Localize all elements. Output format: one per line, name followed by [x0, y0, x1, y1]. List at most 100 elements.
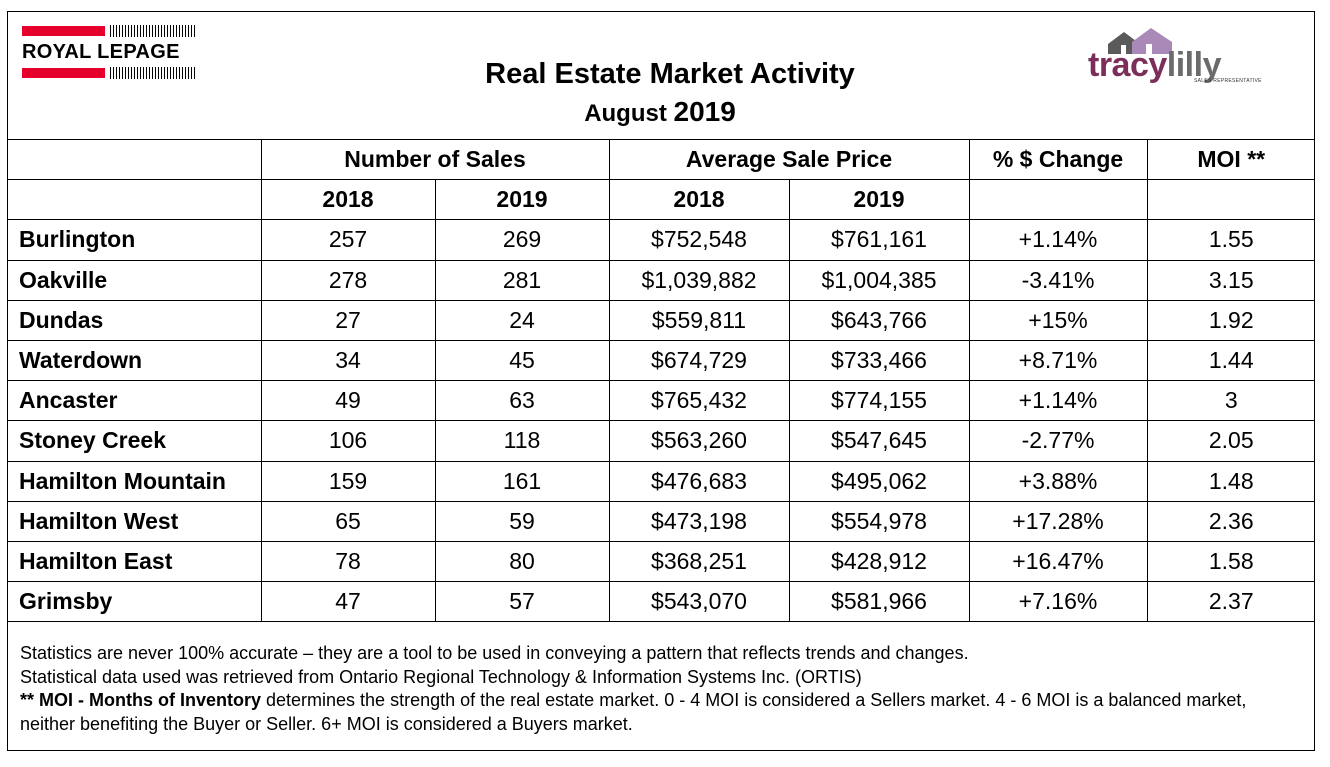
header-price-2018: 2018 [608, 179, 790, 221]
sales-2019-cell: 59 [434, 500, 610, 542]
logo-text: ROYAL LEPAGE [22, 41, 180, 63]
table-row: Stoney Creek 106 118 $563,260 $547,645 -2.77%… [7, 420, 1315, 462]
location-cell: Grimsby [7, 581, 262, 623]
change-cell: +17.28% [968, 500, 1148, 542]
sales-2019-cell: 57 [434, 581, 610, 623]
location-cell: Hamilton West [7, 500, 262, 542]
empty-header-cell [1146, 179, 1315, 221]
house-icon [1108, 28, 1172, 54]
table-row: Dundas 27 24 $559,811 $643,766 +15% 1.92 [7, 299, 1315, 341]
moi-cell: 1.44 [1146, 339, 1315, 382]
note-source: Statistical data used was retrieved from… [20, 666, 862, 687]
sales-2018-cell: 34 [260, 339, 436, 382]
footnotes: Statistics are never 100% accurate – the… [20, 642, 1300, 736]
sales-2018-cell: 27 [260, 299, 436, 341]
location-cell: Dundas [7, 299, 262, 341]
subtitle-month: August [584, 100, 667, 127]
empty-header-cell [968, 179, 1148, 221]
moi-cell: 1.92 [1146, 299, 1315, 341]
sales-2019-cell: 161 [434, 460, 610, 502]
subtitle-year: 2019 [673, 96, 736, 127]
price-2018-cell: $765,432 [608, 380, 790, 422]
price-2019-cell: $761,161 [788, 219, 970, 261]
sales-2018-cell: 278 [260, 259, 436, 301]
location-cell: Hamilton Mountain [7, 460, 262, 502]
sales-2019-cell: 24 [434, 299, 610, 341]
empty-header-cell [7, 138, 262, 181]
location-cell: Hamilton East [7, 540, 262, 583]
page-subtitle: August 2019 [460, 96, 860, 128]
wordmark-part2: lilly [1166, 46, 1222, 84]
royal-lepage-logo: ROYAL LEPAGE [22, 24, 197, 82]
change-cell: +7.16% [968, 581, 1148, 623]
location-cell: Oakville [7, 259, 262, 301]
table-row: Oakville 278 281 $1,039,882 $1,004,385 -3.41%… [7, 259, 1315, 301]
price-2018-cell: $563,260 [608, 420, 790, 462]
moi-cell: 1.55 [1146, 219, 1315, 261]
group-header-row: Number of Sales Average Sale Price % $ C… [7, 138, 1315, 181]
page-title: Real Estate Market Activity [485, 58, 855, 90]
price-2019-cell: $495,062 [788, 460, 970, 502]
moi-cell: 3 [1146, 380, 1315, 422]
table-row: Hamilton East 78 80 $368,251 $428,912 +16.47%… [7, 540, 1315, 583]
header-moi: MOI ** [1146, 138, 1315, 181]
table-row: Grimsby 47 57 $543,070 $581,966 +7.16% 2.37 [7, 581, 1315, 623]
table-row: Hamilton West 65 59 $473,198 $554,978 +17.28%… [7, 500, 1315, 542]
note-moi: ** MOI - Months of Inventory determines … [20, 689, 1300, 736]
location-cell: Waterdown [7, 339, 262, 382]
price-2018-cell: $473,198 [608, 500, 790, 542]
location-cell: Burlington [7, 219, 262, 261]
moi-cell: 2.05 [1146, 420, 1315, 462]
sales-2019-cell: 80 [434, 540, 610, 583]
table-row: Hamilton Mountain 159 161 $476,683 $495,062 +… [7, 460, 1315, 502]
logo-stripes [110, 67, 196, 79]
sales-2019-cell: 45 [434, 339, 610, 382]
price-2018-cell: $752,548 [608, 219, 790, 261]
price-2019-cell: $733,466 [788, 339, 970, 382]
header-price-2019: 2019 [788, 179, 970, 221]
price-2019-cell: $1,004,385 [788, 259, 970, 301]
price-2019-cell: $643,766 [788, 299, 970, 341]
change-cell: +8.71% [968, 339, 1148, 382]
logo-red-bar [22, 68, 105, 78]
header-number-of-sales: Number of Sales [260, 138, 610, 181]
change-cell: +1.14% [968, 380, 1148, 422]
header-sales-2018: 2018 [260, 179, 436, 221]
location-cell: Stoney Creek [7, 420, 262, 462]
moi-cell: 3.15 [1146, 259, 1315, 301]
tracy-lilly-wordmark: tracylilly [1088, 46, 1221, 85]
sales-2018-cell: 65 [260, 500, 436, 542]
moi-definition-label: ** MOI - Months of Inventory [20, 690, 261, 710]
header-average-sale-price: Average Sale Price [608, 138, 970, 181]
sales-2019-cell: 281 [434, 259, 610, 301]
location-cell: Ancaster [7, 380, 262, 422]
price-2018-cell: $543,070 [608, 581, 790, 623]
price-2019-cell: $774,155 [788, 380, 970, 422]
moi-cell: 1.48 [1146, 460, 1315, 502]
change-cell: +15% [968, 299, 1148, 341]
logo-stripes [110, 25, 196, 37]
header-percent-change: % $ Change [968, 138, 1148, 181]
logo-red-bar [22, 26, 105, 36]
tracy-lilly-logo: tracylilly SALES REPRESENTATIVE [1088, 26, 1278, 90]
sales-2019-cell: 118 [434, 420, 610, 462]
moi-cell: 2.36 [1146, 500, 1315, 542]
price-2019-cell: $547,645 [788, 420, 970, 462]
sales-2018-cell: 78 [260, 540, 436, 583]
note-accuracy: Statistics are never 100% accurate – the… [20, 643, 969, 663]
table-row: Burlington 257 269 $752,548 $761,161 +1.14% 1.… [7, 219, 1315, 261]
price-2018-cell: $1,039,882 [608, 259, 790, 301]
price-2019-cell: $581,966 [788, 581, 970, 623]
sales-2019-cell: 269 [434, 219, 610, 261]
change-cell: +3.88% [968, 460, 1148, 502]
table-row: Ancaster 49 63 $765,432 $774,155 +1.14% 3 [7, 380, 1315, 422]
sales-2018-cell: 106 [260, 420, 436, 462]
market-activity-table: Number of Sales Average Sale Price % $ C… [7, 138, 1315, 623]
wordmark-tagline: SALES REPRESENTATIVE [1194, 78, 1262, 84]
change-cell: -3.41% [968, 259, 1148, 301]
wordmark-part1: tracy [1088, 46, 1167, 84]
year-header-row: 2018 2019 2018 2019 [7, 179, 1315, 221]
change-cell: +16.47% [968, 540, 1148, 583]
moi-cell: 2.37 [1146, 581, 1315, 623]
sales-2018-cell: 257 [260, 219, 436, 261]
